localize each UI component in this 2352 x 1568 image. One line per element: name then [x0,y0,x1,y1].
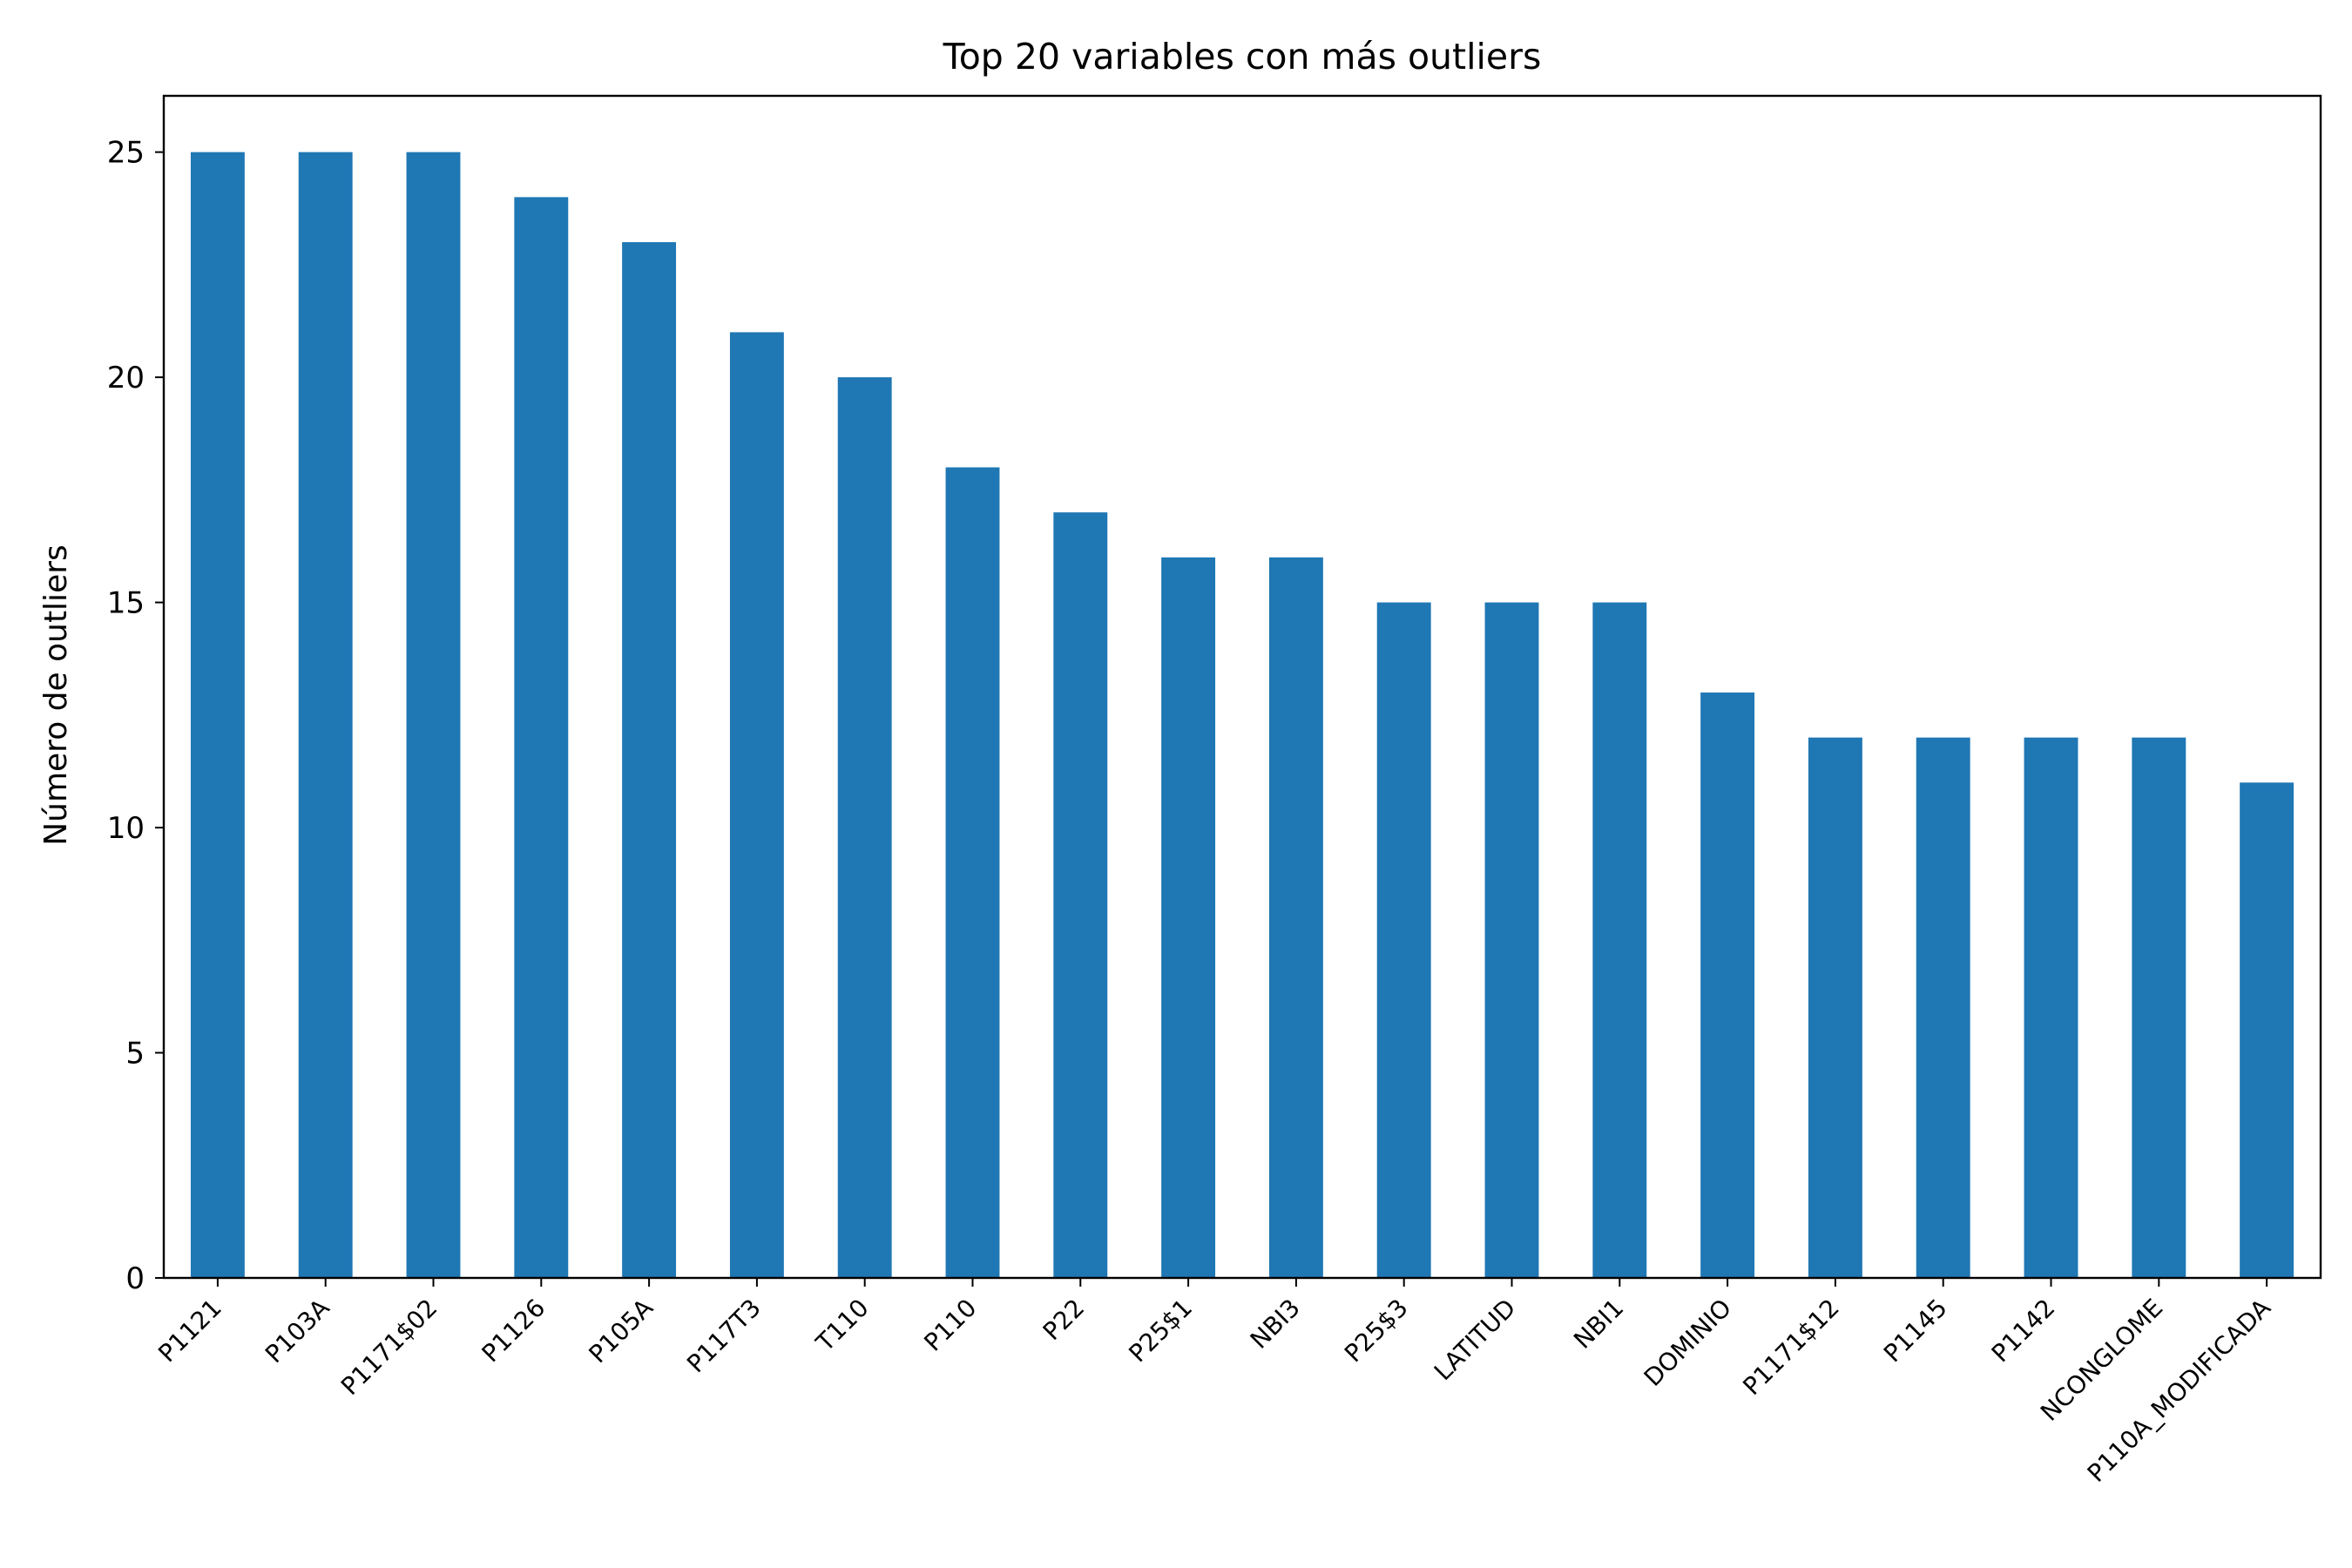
bar [190,152,245,1279]
y-tick-label: 5 [125,1037,145,1071]
bar [1700,692,1755,1278]
bar [1808,737,1862,1278]
bar [2024,737,2078,1278]
bar [2132,737,2186,1278]
bar [1161,557,1216,1278]
y-tick-label: 25 [107,136,145,171]
y-axis-label: Número de outliers [38,544,74,846]
bar [837,377,892,1279]
bar [1376,602,1431,1278]
bar [514,197,569,1278]
bar [945,467,1000,1278]
bar [406,152,461,1279]
bar [1484,602,1539,1278]
y-tick-label: 10 [107,811,145,846]
y-tick-label: 15 [107,586,145,621]
y-tick-label: 20 [107,361,145,395]
plot-area-frame [162,94,2322,1280]
bar [1053,512,1108,1278]
bar [622,242,677,1278]
bar [1268,557,1323,1278]
bar [1592,602,1647,1278]
bar [298,152,353,1279]
y-axis: 0 5 10 15 20 25 [107,136,164,1296]
bars-group [190,152,2295,1279]
bar [2240,782,2295,1278]
bar [1916,737,1970,1278]
chart-title: Top 20 variables con más outliers [943,36,1542,78]
bar [729,332,784,1278]
y-tick-label: 0 [125,1261,145,1296]
